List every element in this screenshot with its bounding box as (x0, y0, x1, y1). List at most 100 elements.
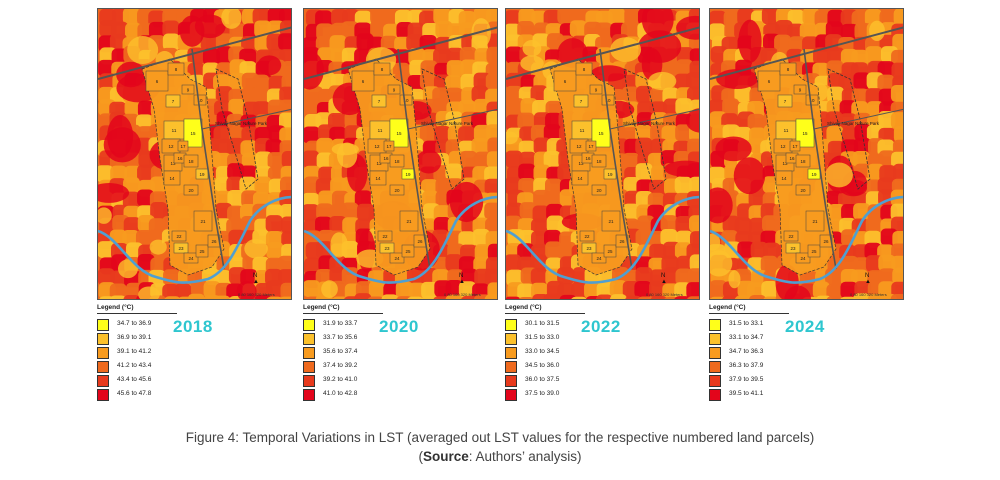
heat-cell (241, 126, 259, 144)
heat-cell (893, 9, 903, 26)
land-parcel (377, 230, 393, 242)
heat-cell (571, 296, 587, 299)
heat-cell (252, 86, 270, 104)
main-road (191, 48, 225, 270)
heat-cell (370, 20, 388, 38)
parcel-number: 20 (596, 188, 602, 193)
legend-swatch (505, 347, 517, 359)
heat-cell (760, 255, 778, 273)
heat-cell (787, 9, 805, 27)
legend-range: 37.9 to 39.5 (729, 376, 764, 383)
legend-row: 39.2 to 41.0 (303, 374, 383, 388)
heat-cell (267, 152, 285, 170)
side-road (201, 108, 291, 130)
heat-cell (484, 202, 497, 220)
heat-cell (124, 100, 142, 118)
map-year: 2022 (581, 317, 621, 336)
north-label: N (253, 273, 258, 279)
heat-cell (137, 164, 155, 182)
cool-spot (149, 239, 167, 255)
heat-cell (506, 10, 522, 28)
legend-swatch (303, 361, 315, 373)
land-parcel (401, 244, 415, 258)
land-parcel (805, 94, 819, 106)
cool-spot (471, 18, 491, 48)
heat-cell (892, 267, 903, 285)
heat-cell (433, 48, 451, 66)
heat-cell (710, 280, 727, 298)
heat-cell (636, 85, 654, 103)
heat-cell (445, 280, 463, 298)
heat-cell (266, 296, 283, 299)
parcel-number: 15 (802, 131, 808, 136)
legend-swatch (709, 333, 721, 345)
heat-cell (434, 126, 452, 144)
heat-cell (637, 215, 655, 233)
heat-cell (109, 295, 127, 299)
heat-cell (506, 254, 522, 272)
heat-cell (460, 150, 478, 168)
highway-road (304, 26, 497, 80)
legend-row: 31.5 to 33.0 (505, 332, 585, 346)
heat-cell (471, 137, 489, 155)
heat-cell (675, 98, 693, 116)
legend-row: 33.1 to 34.7 (709, 332, 789, 346)
heat-cell (445, 163, 463, 181)
heat-cell (227, 190, 245, 208)
heat-cell (433, 296, 450, 299)
heat-cell (799, 22, 817, 40)
heat-cell (853, 72, 871, 90)
legend-title: Legend (°C) (303, 304, 340, 311)
heat-cell (406, 33, 424, 51)
cool-spot (648, 71, 677, 91)
heat-cell (458, 231, 476, 249)
legend: 34.7 to 36.9 36.9 to 39.1 39.1 to 41.2 41.2… (97, 318, 177, 402)
heat-cell (162, 20, 180, 38)
heat-cell (507, 98, 525, 116)
land-parcel (775, 170, 793, 186)
heat-cell (517, 283, 535, 299)
heat-cell (253, 101, 271, 119)
land-parcel (757, 70, 781, 92)
heat-cell (569, 20, 587, 38)
heat-cell (341, 202, 359, 220)
heat-cell (838, 73, 856, 91)
heat-cell (281, 216, 291, 234)
land-parcel (603, 244, 617, 258)
legend-rule (303, 313, 383, 314)
heat-cell (200, 33, 218, 51)
parcel-number: 14 (375, 176, 381, 181)
heat-cell (122, 9, 140, 25)
land-parcel (167, 62, 185, 76)
parcel-number: 6 (156, 79, 159, 84)
heat-cell (689, 215, 699, 233)
legend-row: 39.1 to 41.2 (97, 346, 177, 360)
parcel-number: 24 (188, 256, 194, 261)
north-arrow-icon: N ▲ (253, 273, 259, 285)
heat-cell (109, 283, 127, 299)
land-parcel (807, 244, 821, 258)
legend-range: 37.4 to 39.2 (323, 362, 358, 369)
legend-row: 36.0 to 37.5 (505, 374, 585, 388)
heat-cell (799, 270, 817, 288)
land-parcel (193, 94, 207, 106)
legend-range: 39.2 to 41.0 (323, 376, 358, 383)
heat-cell (519, 202, 537, 220)
legend-range: 36.9 to 39.1 (117, 334, 152, 341)
parcel-number: 8 (787, 67, 790, 72)
parcel-number: 13 (578, 161, 584, 166)
heat-cell (686, 72, 699, 90)
heat-cell (485, 9, 497, 26)
heat-cell (137, 189, 155, 207)
heat-cell (214, 295, 231, 299)
main-road (599, 48, 633, 270)
heat-cell (543, 9, 561, 27)
heat-cell (841, 23, 859, 41)
heat-cell (877, 74, 895, 92)
side-road (813, 108, 903, 130)
heat-cell (279, 296, 291, 299)
legend-swatch (709, 389, 721, 401)
heat-cell (174, 283, 192, 299)
legend-title: Legend (°C) (505, 304, 542, 311)
heat-cell (148, 21, 166, 39)
